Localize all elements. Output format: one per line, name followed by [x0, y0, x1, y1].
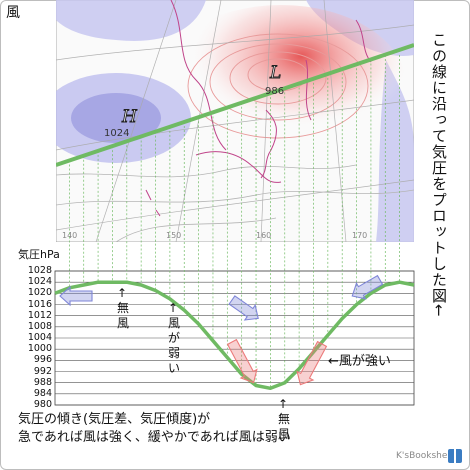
- cross-section-line: [56, 43, 414, 167]
- weak-wind-arrow-center: [228, 295, 259, 321]
- no-wind-label-left: ↑ 無 風: [117, 286, 130, 330]
- y-axis-label: 気圧hPa: [18, 248, 60, 261]
- longitude-label-0: 140: [62, 231, 77, 240]
- strong-wind-label: ←風が強い: [328, 354, 391, 369]
- note-line-1: 気圧の傾き(気圧差、気圧傾度)が: [18, 412, 211, 427]
- longitude-label-1: 150: [166, 231, 181, 240]
- high-pressure-area-north: [56, 0, 206, 41]
- page-title: 風: [6, 5, 20, 21]
- y-tick-label: 1028: [27, 265, 52, 276]
- weak-wind-arrow-right: [351, 274, 384, 300]
- explanation-note: 気圧の傾き(気圧差、気圧傾度)が 急であれば風は強く、緩やかであれば風は弱い: [18, 411, 291, 447]
- y-tick-label: 984: [33, 387, 52, 399]
- y-tick-label: 1016: [27, 298, 52, 310]
- strong-wind-arrow-right: [296, 340, 328, 386]
- caption-arrow: ←: [430, 304, 448, 318]
- no-wind-label-bottom: ↑ 無 風: [278, 397, 291, 441]
- weak-wind-arrow-left: [59, 285, 93, 307]
- y-tick-label: 988: [33, 376, 52, 388]
- bookshelf-logo-icon: [448, 449, 462, 463]
- y-tick-label: 980: [33, 399, 52, 410]
- pressure-profile-line: [54, 280, 415, 391]
- high-pressure-label: H: [121, 107, 138, 127]
- y-tick-label: 1020: [27, 287, 52, 299]
- y-tick-label: 1008: [27, 320, 52, 332]
- weak-wind-label: ↑ 風 が 弱 い: [168, 301, 181, 375]
- y-tick-label: 1024: [27, 276, 52, 288]
- strong-wind-arrow-left: [226, 338, 258, 384]
- y-tick-label: 1004: [27, 332, 52, 343]
- low-pressure-value: 986: [265, 86, 284, 97]
- y-tick-label: 1000: [27, 343, 52, 355]
- longitude-label-3: 170: [352, 231, 367, 240]
- y-tick-label: 992: [33, 365, 52, 377]
- longitude-label-2: 160: [256, 231, 271, 240]
- y-tick-label: 996: [33, 354, 52, 366]
- low-pressure-label: L: [269, 63, 281, 83]
- y-tick-label: 1012: [27, 309, 52, 321]
- vertical-caption: この線に沿って気圧をプロットした図←: [430, 32, 448, 318]
- note-line-2: 急であれば風は強く、緩やかであれば風は弱い: [18, 430, 291, 445]
- high-pressure-value: 1024: [104, 128, 129, 139]
- credit-text: K'sBookshelf: [396, 451, 454, 461]
